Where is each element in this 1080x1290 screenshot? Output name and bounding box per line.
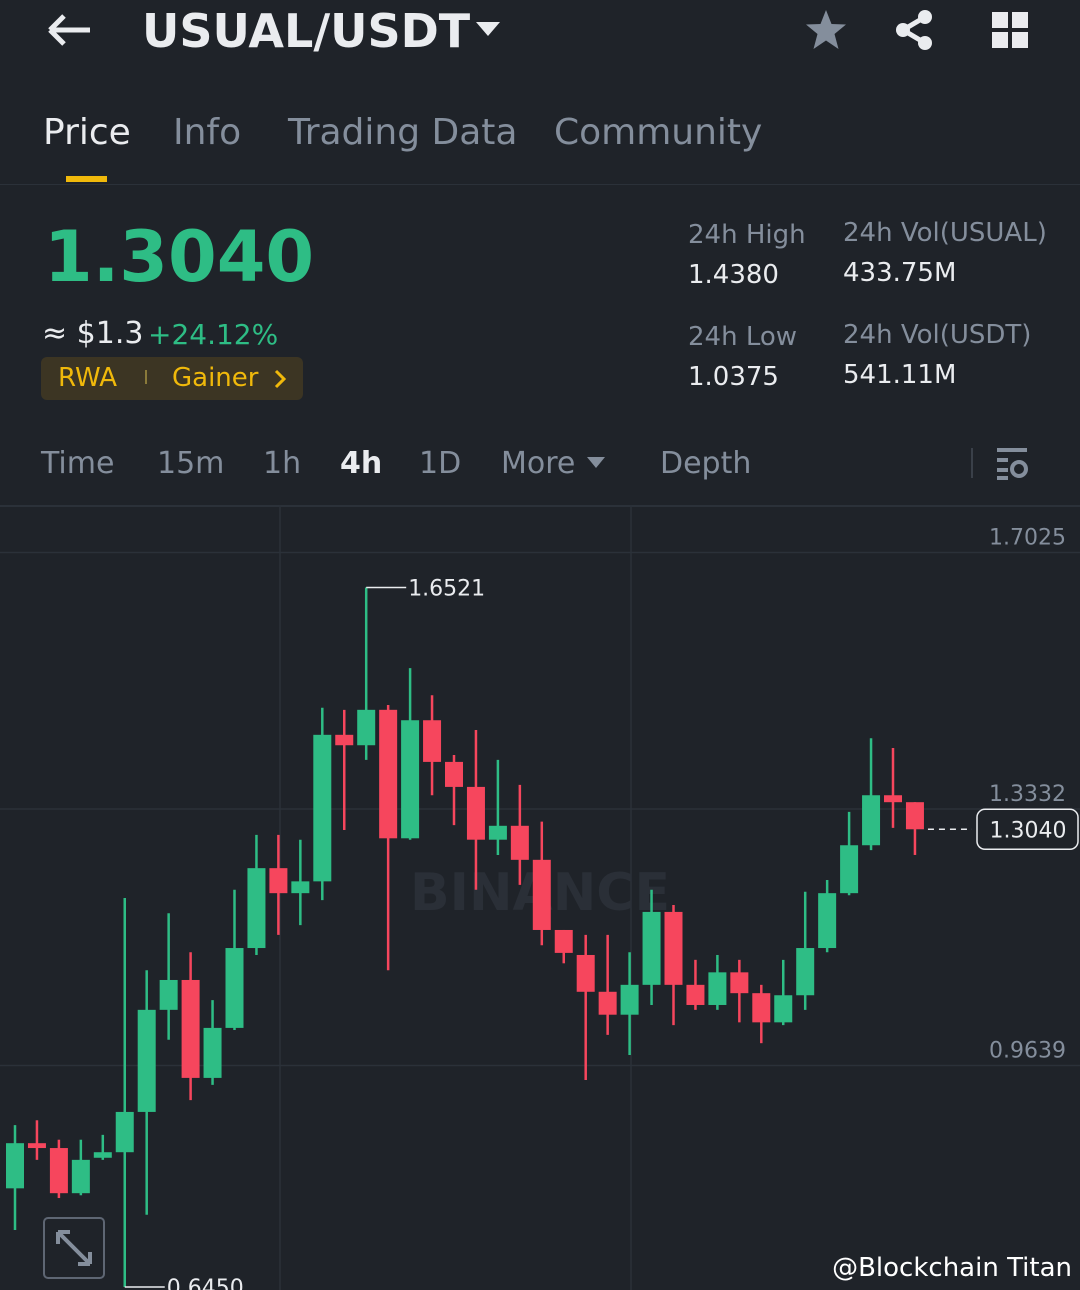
candle-body bbox=[6, 1143, 24, 1189]
candle-body bbox=[598, 991, 617, 1015]
more-dropdown[interactable] bbox=[586, 456, 606, 470]
candle-body bbox=[71, 1159, 90, 1194]
share-icon[interactable] bbox=[892, 8, 936, 52]
candle-body bbox=[818, 893, 837, 949]
candle-body bbox=[269, 868, 288, 894]
candle-body bbox=[576, 954, 595, 992]
candle-body bbox=[335, 734, 354, 746]
candle-body bbox=[532, 859, 551, 930]
candle-body bbox=[862, 795, 881, 846]
candle-body bbox=[159, 979, 178, 1010]
candle-body bbox=[247, 868, 266, 949]
tag[interactable]: RWA bbox=[58, 363, 118, 393]
candle-body bbox=[466, 786, 485, 840]
pair-title[interactable]: USUAL/USDT bbox=[142, 4, 471, 58]
stat-value: 1.4380 bbox=[688, 260, 779, 290]
current-price-box bbox=[976, 808, 1079, 851]
annotation-label: 1.6521 bbox=[408, 577, 485, 602]
fiat-price: ≈ $1.3 bbox=[42, 316, 144, 351]
divider bbox=[0, 184, 1080, 185]
candle-body bbox=[291, 881, 310, 894]
last-price: 1.3040 bbox=[44, 216, 315, 298]
divider bbox=[971, 448, 973, 478]
candle-body bbox=[554, 929, 573, 953]
interval[interactable]: 1D bbox=[419, 446, 462, 481]
tag[interactable]: Gainer bbox=[172, 363, 259, 393]
candle-body bbox=[49, 1148, 68, 1194]
back-button[interactable] bbox=[46, 12, 94, 48]
tab[interactable]: Community bbox=[554, 112, 763, 153]
candle-body bbox=[203, 1027, 222, 1078]
candle-body bbox=[445, 761, 463, 787]
candle-body bbox=[620, 984, 639, 1015]
candle-body bbox=[225, 948, 244, 1028]
pair-dropdown[interactable] bbox=[474, 20, 502, 40]
interval[interactable]: More bbox=[501, 446, 576, 481]
candle-body bbox=[488, 825, 507, 840]
candle-body bbox=[510, 825, 529, 860]
chart-settings[interactable] bbox=[994, 446, 1032, 482]
candle-body bbox=[115, 1111, 134, 1153]
stat-label: 24h Low bbox=[688, 322, 798, 352]
y-tick-label: 1.3332 bbox=[989, 782, 1066, 807]
interval[interactable]: 1h bbox=[263, 446, 302, 481]
fullscreen-icon bbox=[56, 1230, 92, 1266]
candle-body bbox=[181, 979, 200, 1078]
interval[interactable]: Depth bbox=[660, 446, 752, 481]
candle-body bbox=[93, 1152, 112, 1158]
candle-body bbox=[884, 795, 902, 803]
price-change: +24.12% bbox=[148, 318, 279, 351]
stat-value: 1.0375 bbox=[688, 362, 779, 392]
candle-body bbox=[664, 911, 683, 985]
stat-label: 24h Vol(USDT) bbox=[843, 320, 1032, 350]
grid-icon[interactable] bbox=[990, 10, 1032, 50]
interval[interactable]: Time bbox=[41, 446, 115, 481]
candle-body bbox=[752, 993, 771, 1023]
tag-separator bbox=[145, 370, 147, 384]
candle-body bbox=[905, 802, 924, 830]
current-price-label: 1.3040 bbox=[990, 818, 1067, 843]
favorite-star[interactable] bbox=[804, 8, 848, 52]
interval[interactable]: 15m bbox=[157, 446, 225, 481]
tab[interactable]: Trading Data bbox=[288, 112, 518, 153]
interval-active[interactable]: 4h bbox=[340, 446, 383, 481]
candle-body bbox=[730, 972, 749, 994]
stat-label: 24h Vol(USUAL) bbox=[843, 218, 1047, 248]
divider bbox=[0, 505, 1080, 507]
watermark: @Blockchain Titan bbox=[832, 1253, 1072, 1283]
candle-body bbox=[708, 972, 727, 1005]
tab[interactable]: Price bbox=[43, 112, 131, 153]
candle-body bbox=[796, 948, 815, 996]
stat-label: 24h High bbox=[688, 220, 806, 250]
candlestick-chart: BINANCE @Blockchain Titan 1.70251.33320.… bbox=[0, 505, 1080, 1290]
candle-body bbox=[686, 984, 705, 1005]
tab-indicator bbox=[66, 176, 107, 182]
candle-body bbox=[313, 734, 332, 882]
candle-body bbox=[642, 911, 661, 985]
y-tick-label: 0.9639 bbox=[989, 1038, 1066, 1063]
y-tick-label: 1.7025 bbox=[989, 526, 1066, 551]
candle-body bbox=[137, 1009, 156, 1112]
candle-body bbox=[401, 720, 420, 839]
tag-chevron bbox=[274, 369, 287, 389]
stat-value: 433.75M bbox=[843, 258, 957, 288]
annotation-label: 0.6450 bbox=[167, 1276, 244, 1290]
stat-value: 541.11M bbox=[843, 360, 957, 390]
candle-body bbox=[357, 709, 376, 746]
candle-body bbox=[840, 845, 859, 894]
tag-box[interactable] bbox=[41, 357, 303, 400]
candle-body bbox=[27, 1143, 46, 1149]
candle-body bbox=[379, 709, 398, 839]
candle-body bbox=[774, 995, 793, 1023]
fullscreen-button[interactable] bbox=[43, 1217, 105, 1279]
tab[interactable]: Info bbox=[173, 112, 242, 153]
candle-body bbox=[423, 720, 442, 762]
